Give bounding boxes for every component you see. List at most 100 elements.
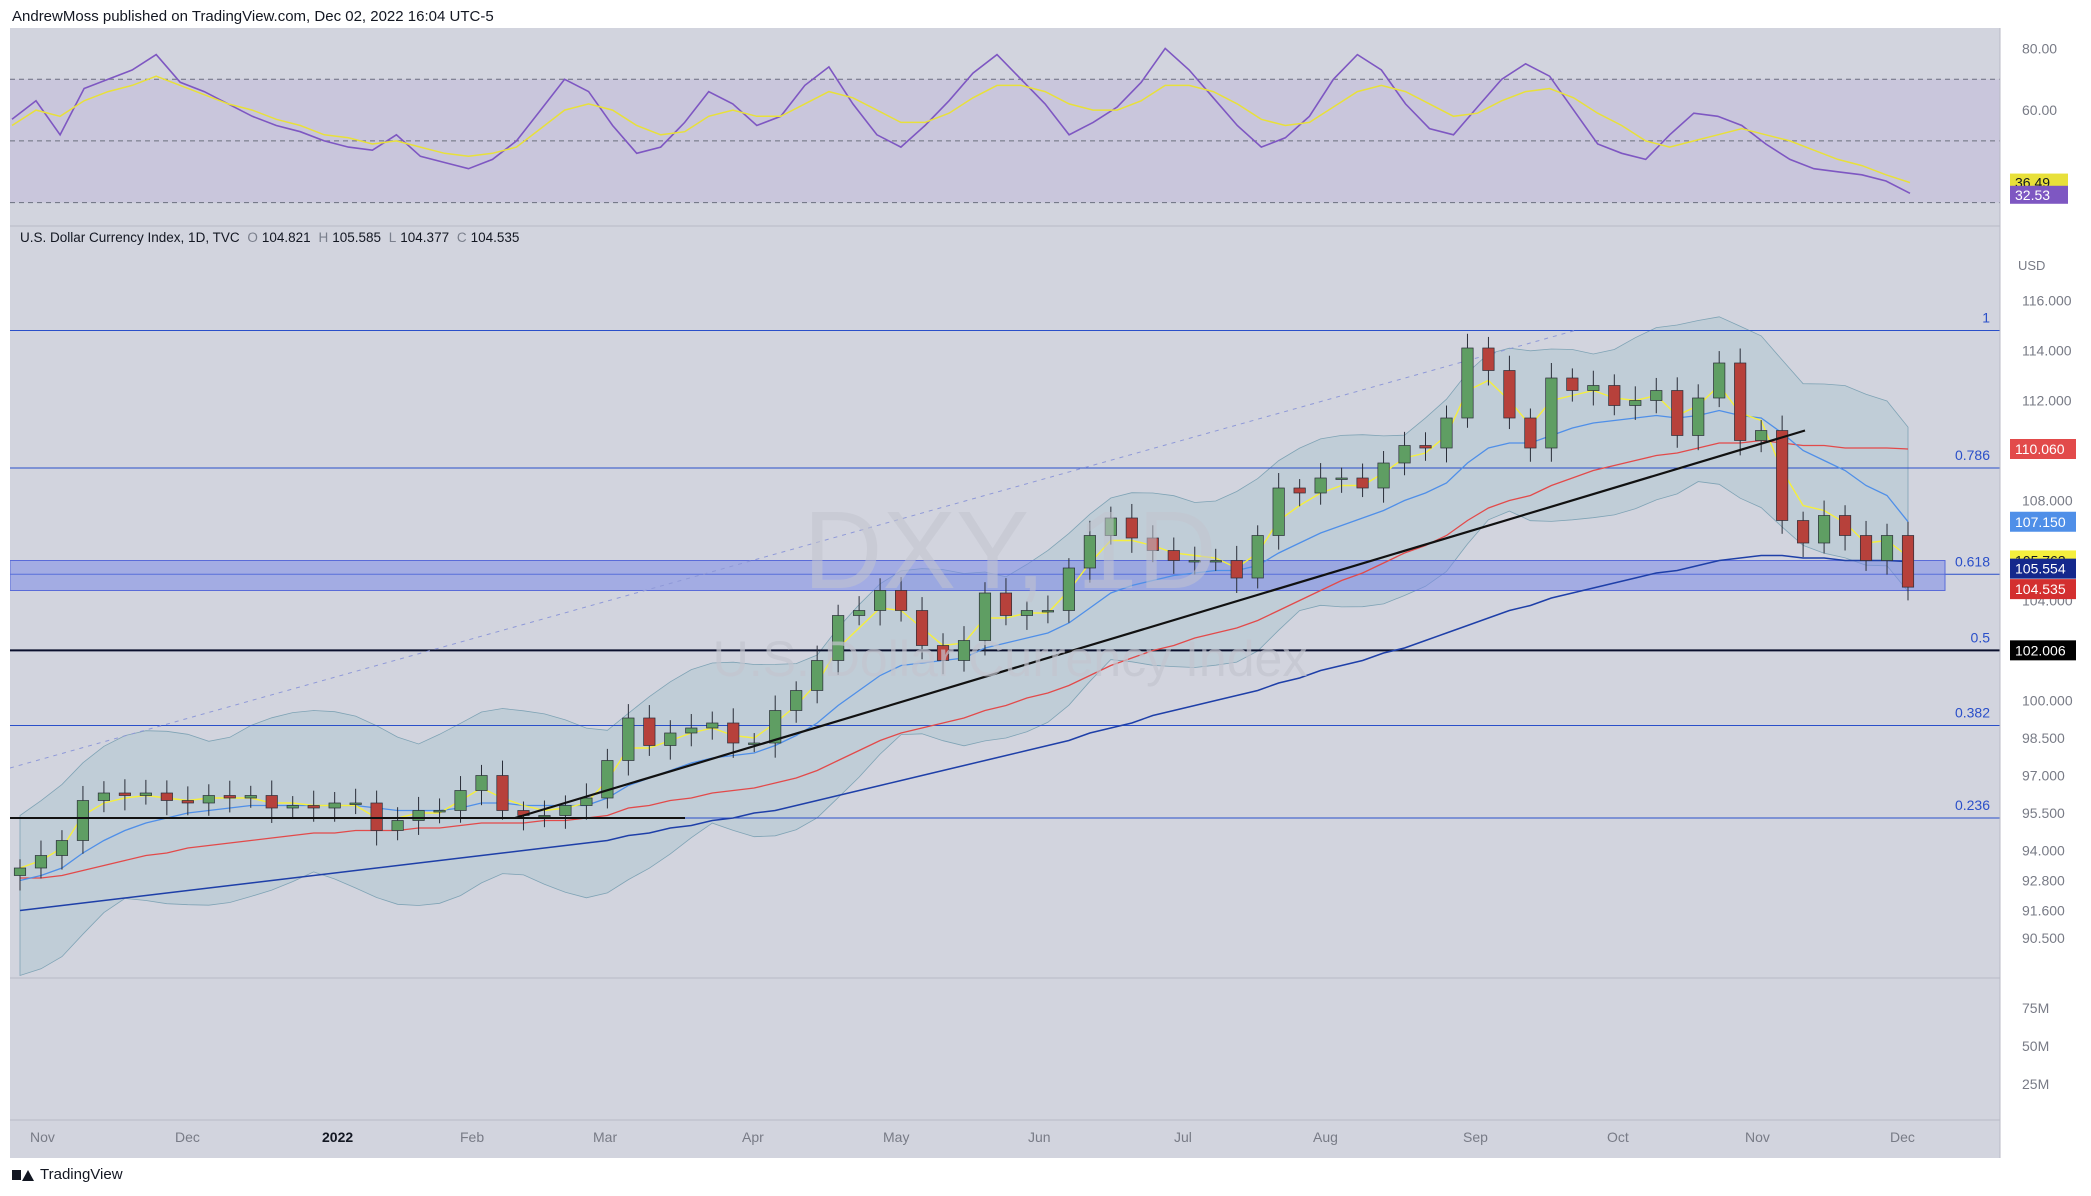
candle-body <box>643 717 656 746</box>
time-tick: Apr <box>742 1129 764 1145</box>
candle-body <box>1650 390 1663 401</box>
candle-body <box>1482 347 1495 371</box>
candle-body <box>664 732 677 746</box>
candle-body <box>1566 377 1579 391</box>
candle-body <box>559 805 572 816</box>
candle-body <box>706 722 719 729</box>
candle-body <box>1901 535 1915 588</box>
time-tick: 2022 <box>322 1129 353 1145</box>
candle-body <box>1818 515 1831 544</box>
candle-body <box>874 590 887 611</box>
candle-body <box>97 792 110 801</box>
volume-tick: 50M <box>2022 1038 2049 1054</box>
uptrend-line <box>514 429 1806 820</box>
candle-body <box>475 775 488 791</box>
candle-body <box>454 790 467 811</box>
candle-body <box>811 660 824 691</box>
candle-body <box>1083 535 1096 569</box>
fib-label: 0.236 <box>1955 797 1990 813</box>
candle-body <box>1209 560 1222 563</box>
candle-body <box>412 810 425 821</box>
rsi-tick: 80.00 <box>2022 40 2057 56</box>
publish-info: AndrewMoss published on TradingView.com,… <box>12 8 494 25</box>
ema-navy-line <box>19 554 1909 912</box>
time-tick: May <box>883 1129 909 1145</box>
ema-red-last-value: 110.060 <box>2015 441 2065 457</box>
rsi-tick: 60.00 <box>2022 102 2057 118</box>
candle-body <box>328 802 341 809</box>
candle-body <box>1755 430 1768 441</box>
rsi-last-value: 32.53 <box>2015 187 2050 203</box>
tradingview-brand[interactable]: TradingView <box>12 1166 123 1183</box>
legend-high: 105.585 <box>332 230 381 245</box>
candle-body <box>1062 567 1075 611</box>
fib-0.5-last-value: 102.006 <box>2015 642 2066 658</box>
candle-body <box>181 800 194 804</box>
support-zone <box>9 560 1946 591</box>
watermark-name: U.S. Dollar Currency Index <box>713 631 1308 687</box>
candle-body <box>55 840 69 856</box>
time-tick: Mar <box>593 1129 617 1145</box>
legend-open: 104.821 <box>261 230 311 245</box>
legend-h-label: H <box>318 230 329 245</box>
ema-navy-last-value: 105.554 <box>2015 561 2066 577</box>
candle-body <box>1293 487 1306 494</box>
rsi-line <box>11 47 1911 195</box>
candle-body <box>34 855 48 869</box>
candle-body <box>1272 487 1285 536</box>
candle-body <box>307 805 320 809</box>
candle-body <box>1188 560 1201 563</box>
legend-symbol: U.S. Dollar Currency Index, 1D, TVC <box>20 230 240 245</box>
candle-body <box>1692 397 1705 436</box>
candle-body <box>978 592 992 641</box>
candle-body <box>790 690 803 711</box>
candle-body <box>1734 362 1747 441</box>
fib-label: 0.382 <box>1955 705 1990 721</box>
candle-body <box>1608 385 1621 406</box>
ema-red-last-value-box <box>2010 439 2076 459</box>
candle-body <box>727 722 740 744</box>
candle-body <box>1251 535 1264 579</box>
price-tick: 92.800 <box>2022 873 2065 889</box>
candle-body <box>685 727 698 734</box>
candle-body <box>265 795 278 809</box>
volume-tick: 25M <box>2022 1076 2049 1092</box>
candle-body <box>286 805 299 809</box>
candle-body <box>538 815 551 818</box>
candle-body <box>244 795 257 799</box>
time-tick: Feb <box>460 1129 484 1145</box>
candle-body <box>1398 445 1411 464</box>
candle-body <box>895 590 908 611</box>
chart-area[interactable]: 80.00 60.00 36.49 32.53 1 0.786 0.618 0.5 0.382… <box>9 28 2081 1158</box>
candle-body <box>915 610 929 646</box>
candle-body <box>1104 517 1117 536</box>
candle-body <box>1167 550 1180 561</box>
candle-body <box>1503 370 1516 419</box>
candle-body <box>223 795 236 799</box>
price-tick: 114.000 <box>2022 343 2072 359</box>
candle-body <box>1587 385 1600 391</box>
price-tick: 112.000 <box>2022 393 2072 409</box>
candle-body <box>202 795 215 804</box>
candle-body <box>1880 535 1894 561</box>
brand-label: TradingView <box>40 1166 123 1183</box>
close-last-value: 104.535 <box>2015 581 2066 597</box>
candle-body <box>433 810 446 813</box>
candle-body <box>1377 462 1390 489</box>
candle-body <box>936 645 950 661</box>
candle-body <box>1524 417 1537 449</box>
legend-c-label: C <box>456 230 467 245</box>
ohlc-legend: U.S. Dollar Currency Index, 1D, TVC O 104… <box>20 230 523 245</box>
candle-body <box>1461 347 1474 419</box>
candle-body <box>1146 537 1159 551</box>
legend-o-label: O <box>247 230 258 245</box>
ema-red-line <box>20 439 1909 879</box>
watermark-ticker: DXY, 1D <box>803 489 1217 612</box>
candle-body <box>1713 362 1726 399</box>
candle-body <box>13 867 27 876</box>
time-tick: Nov <box>30 1129 55 1145</box>
candle-body <box>1020 610 1033 616</box>
price-tick: 94.000 <box>2022 843 2065 859</box>
rsi-last-value-box <box>2010 185 2068 204</box>
